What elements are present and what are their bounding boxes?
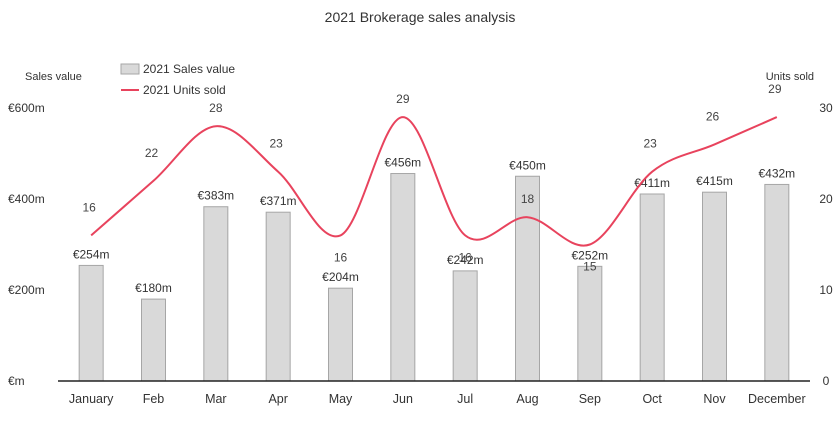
bar xyxy=(141,298,166,382)
bar xyxy=(265,211,291,382)
bar xyxy=(515,175,540,382)
right-tick-label: 20 xyxy=(819,192,833,206)
bar-value-label: €456m xyxy=(384,156,421,170)
right-axis-ticks: 0 10 20 30 xyxy=(819,101,833,388)
bar-value-label: €252m xyxy=(571,248,608,262)
left-tick-label: €600m xyxy=(8,101,45,115)
line-value-label: 18 xyxy=(521,192,535,206)
category-label: December xyxy=(748,392,806,406)
line-value-label: 22 xyxy=(145,146,159,160)
line-value-label: 26 xyxy=(706,109,720,123)
category-label: Feb xyxy=(143,392,165,406)
line-value-label: 29 xyxy=(396,92,410,106)
line-value-label: 23 xyxy=(269,137,283,151)
left-tick-label: €200m xyxy=(8,283,45,297)
legend-bar-label: 2021 Sales value xyxy=(143,62,235,76)
bar xyxy=(639,193,665,382)
right-axis-title: Units sold xyxy=(766,71,814,83)
left-axis-title: Sales value xyxy=(25,71,82,83)
right-tick-label: 0 xyxy=(823,374,830,388)
line-value-label: 15 xyxy=(583,260,597,274)
line-data-labels: 16 22 28 23 16 29 16 18 15 23 26 29 xyxy=(82,82,781,273)
bar xyxy=(203,206,229,382)
category-label: Aug xyxy=(516,392,538,406)
bar xyxy=(764,183,790,382)
line-value-label: 16 xyxy=(458,250,472,264)
bar-value-label: €242m xyxy=(447,253,484,267)
category-label: Nov xyxy=(703,392,726,406)
bar-value-label: €450m xyxy=(509,158,546,172)
line-value-label: 16 xyxy=(82,200,96,214)
category-label: Jul xyxy=(457,392,473,406)
bar-value-label: €254m xyxy=(73,247,110,261)
line-value-label: 29 xyxy=(768,82,782,96)
bar-data-labels: €254m €180m €383m €371m €204m €456m €242m €450m… xyxy=(73,156,795,296)
left-tick-label: €400m xyxy=(8,192,45,206)
bar-value-label: €411m xyxy=(634,176,670,190)
line-value-label: 23 xyxy=(643,137,657,151)
legend: 2021 Sales value 2021 Units sold xyxy=(120,62,235,97)
bar-value-label: €371m xyxy=(260,194,297,208)
category-label: May xyxy=(329,392,353,406)
bar xyxy=(328,287,353,382)
right-tick-label: 30 xyxy=(819,101,833,115)
legend-line-label: 2021 Units sold xyxy=(143,83,226,97)
category-label: January xyxy=(69,392,114,406)
bar xyxy=(452,270,478,382)
bar-series xyxy=(78,173,790,382)
line-value-label: 28 xyxy=(209,101,223,115)
bar-value-label: €432m xyxy=(758,166,795,180)
bar-value-label: €180m xyxy=(135,281,172,295)
bar-value-label: €415m xyxy=(696,174,733,188)
left-tick-label: €m xyxy=(8,374,25,388)
bar xyxy=(702,191,727,382)
category-label: Oct xyxy=(642,392,662,406)
bar xyxy=(78,264,104,382)
category-label: Apr xyxy=(268,392,287,406)
bar xyxy=(390,173,416,382)
category-label: Mar xyxy=(205,392,227,406)
bar xyxy=(577,265,603,382)
bar-value-label: €383m xyxy=(197,189,234,203)
line-value-label: 16 xyxy=(334,250,348,264)
x-axis-category-labels: January Feb Mar Apr May Jun Jul Aug Sep Oct Nov Dec… xyxy=(69,392,806,406)
category-label: Sep xyxy=(579,392,601,406)
legend-bar-swatch xyxy=(120,63,140,75)
category-label: Jun xyxy=(393,392,413,406)
units-sold-line xyxy=(90,116,778,247)
chart-title: 2021 Brokerage sales analysis xyxy=(325,9,516,25)
right-tick-label: 10 xyxy=(819,283,833,297)
bar-value-label: €204m xyxy=(322,270,359,284)
left-axis-ticks: €m €200m €400m €600m xyxy=(8,101,45,388)
